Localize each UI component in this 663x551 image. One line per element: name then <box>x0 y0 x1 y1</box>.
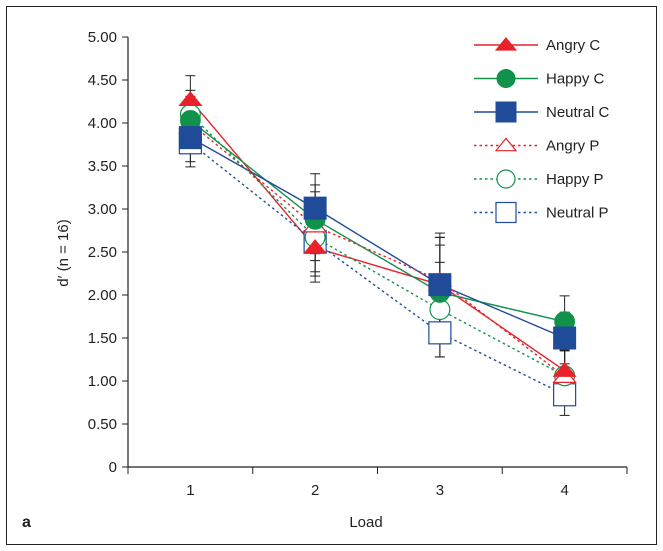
data-point <box>428 321 452 345</box>
data-point <box>552 362 577 377</box>
data-point <box>178 91 203 106</box>
legend-label: Happy P <box>546 171 604 188</box>
legend-label: Angry C <box>546 37 600 54</box>
y-axis-title: d′ (n = 16) <box>55 219 72 286</box>
axes: 0 0.50 1.00 1.50 2.00 2.50 3.00 3.50 4.00 4.50 5.0… <box>88 29 628 499</box>
data-markers <box>178 91 577 407</box>
legend-marker <box>494 37 518 51</box>
legend-label: Neutral C <box>546 104 610 121</box>
x-axis-title: Load <box>349 514 382 531</box>
y-tick-label: 2.00 <box>88 287 117 304</box>
data-point <box>303 239 328 254</box>
y-tick-label: 4.50 <box>88 72 117 89</box>
data-point <box>553 383 577 407</box>
data-point <box>553 326 577 350</box>
y-tick-label: 4.00 <box>88 115 117 132</box>
x-tick-label: 3 <box>436 482 444 499</box>
y-tick-label: 3.50 <box>88 158 117 175</box>
legend-marker <box>496 169 516 189</box>
legend-label: Happy C <box>546 71 605 88</box>
legend-marker <box>495 201 517 224</box>
y-tick-label: 3.00 <box>88 201 117 218</box>
x-tick-label: 4 <box>560 482 568 499</box>
x-tick-label: 2 <box>311 482 319 499</box>
chart-frame <box>6 6 657 545</box>
y-tick-label: 0.50 <box>88 416 117 433</box>
data-point <box>303 196 327 220</box>
data-point <box>178 126 202 150</box>
y-tick-label: 1.50 <box>88 330 117 347</box>
x-tick-label: 1 <box>186 482 194 499</box>
legend-label: Neutral P <box>546 205 609 222</box>
y-tick-label: 2.50 <box>88 244 117 261</box>
legend: Angry C Happy C Neutral C Angry P Happy P Neu… <box>474 37 610 224</box>
series-line-neutral-c <box>190 137 565 339</box>
legend-marker <box>494 137 518 152</box>
y-tick-label: 5.00 <box>88 29 117 46</box>
legend-marker <box>495 101 517 123</box>
y-tick-label: 1.00 <box>88 373 117 390</box>
legend-label: Angry P <box>546 138 599 155</box>
data-point <box>428 273 452 297</box>
legend-marker <box>496 69 516 88</box>
series-lines <box>189 99 566 396</box>
y-tick-label: 0 <box>109 459 117 476</box>
panel-label: a <box>22 514 31 531</box>
series-line-happy-c <box>189 119 565 323</box>
